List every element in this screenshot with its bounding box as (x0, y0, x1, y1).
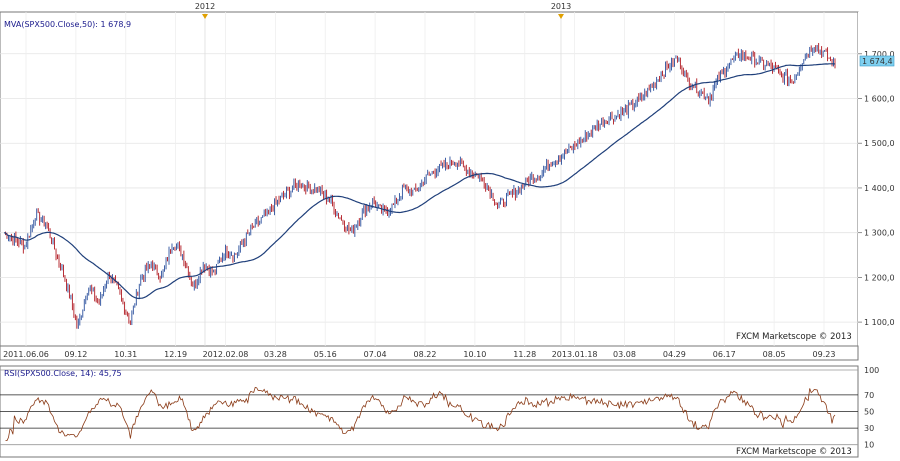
price-tick-label: 1 700,0 (864, 50, 895, 59)
price-tick-label: 1 600,0 (864, 95, 895, 104)
price-axis (858, 12, 900, 346)
price-tick-label: 1 100,0 (864, 318, 895, 327)
date-axis (0, 345, 859, 361)
date-tick-label: 03.08 (613, 350, 636, 359)
date-tick-label: 08.22 (414, 350, 437, 359)
date-tick-label: 10.31 (114, 350, 137, 359)
year-marker-arrow (202, 14, 208, 19)
price-tick-label: 1 200,0 (864, 273, 895, 282)
date-tick-label: 2012.02.08 (203, 350, 249, 359)
date-tick-label: 05.16 (314, 350, 337, 359)
rsi-tick-label: 100 (864, 366, 879, 375)
rsi-tick-label: 30 (864, 424, 874, 433)
date-tick-label: 10.10 (463, 350, 486, 359)
date-tick-label: 11.28 (513, 350, 536, 359)
main-watermark: FXCM Marketscope © 2013 (736, 332, 852, 342)
main-panel (0, 11, 859, 347)
rsi-tick-label: 50 (864, 408, 874, 417)
price-tick-labels: 1 100,0 1 200,0 1 300,0 1 400,0 1 500,0 1 600… (864, 50, 895, 327)
year-marker-arrow (558, 14, 564, 19)
rsi-line (5, 386, 836, 441)
price-tick-label: 1 500,0 (864, 139, 895, 148)
year-marker-label: 2013 (551, 2, 571, 11)
mva-indicator-label: MVA(SPX500.Close,50): 1 678,9 (4, 20, 131, 29)
rsi-watermark: FXCM Marketscope © 2013 (736, 447, 852, 457)
price-tick-label: 1 400,0 (864, 184, 895, 193)
date-tick-label: 07.04 (364, 350, 387, 359)
rsi-gridlines (0, 369, 858, 446)
date-tick-label: 03.28 (264, 350, 287, 359)
date-tick-label: 2011.06.06 (3, 350, 49, 359)
date-tick-labels: 2011.06.06 09.12 10.31 12.19 2012.02.08 03.28… (3, 350, 835, 359)
rsi-tick-labels: 10 30 50 70 100 (864, 366, 879, 450)
year-marker-label: 2012 (195, 2, 215, 11)
rsi-indicator-label: RSI(SPX500.Close, 14): 45,75 (4, 369, 122, 378)
rsi-tick-label: 70 (864, 391, 874, 400)
price-gridlines (0, 53, 862, 323)
date-tick-label: 09.23 (813, 350, 836, 359)
date-tick-label: 04.29 (663, 350, 686, 359)
date-tick-label: 2013.01.18 (552, 350, 598, 359)
date-tick-label: 09.12 (64, 350, 87, 359)
rsi-tick-label: 10 (864, 441, 874, 450)
moving-average-line (3, 63, 836, 300)
date-tick-label: 06.17 (713, 350, 736, 359)
date-tick-label: 08.05 (763, 350, 786, 359)
last-price-tag-bg (859, 55, 895, 67)
last-price-tag: 1 674,4 (862, 57, 893, 66)
price-tick-label: 1 300,0 (864, 229, 895, 238)
year-markers: 2012 2013 (195, 2, 571, 346)
date-tick-label: 12.19 (164, 350, 187, 359)
